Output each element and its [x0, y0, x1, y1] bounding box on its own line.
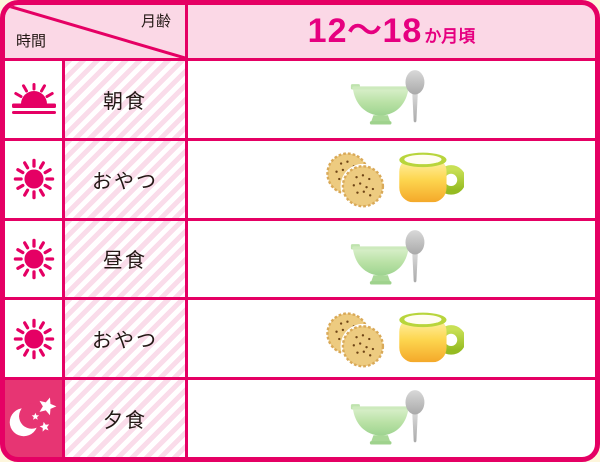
meal-label: おやつ	[92, 330, 158, 353]
meal-label: 朝食	[103, 90, 147, 113]
food-cell-snack-am	[188, 140, 595, 218]
time-cell-snack-am	[5, 140, 62, 218]
age-range-value: 12〜18	[307, 12, 423, 50]
age-axis-label: 月齢	[140, 13, 171, 30]
bowl-and-spoon-icon	[350, 230, 425, 285]
time-cell-breakfast	[5, 61, 62, 138]
meal-label: 夕食	[103, 410, 147, 433]
age-range-header: 12〜18 か月頃	[188, 5, 595, 58]
age-range-suffix: か月頃	[424, 27, 476, 46]
meal-label: 昼食	[103, 250, 147, 273]
cookies-and-mug-icon	[320, 149, 464, 209]
sun-icon	[13, 158, 54, 200]
meal-cell-dinner: 夕食	[65, 380, 185, 457]
meal-cell-snack-am: おやつ	[65, 140, 185, 218]
sun-icon	[13, 238, 54, 280]
food-cell-dinner	[188, 380, 595, 457]
meal-cell-breakfast: 朝食	[65, 61, 185, 138]
meal-cell-lunch: 昼食	[65, 220, 185, 298]
food-cell-breakfast	[188, 61, 595, 138]
time-axis-label: 時間	[16, 33, 47, 50]
cookies-and-mug-icon	[320, 309, 464, 369]
meal-cell-snack-pm: おやつ	[65, 300, 185, 378]
header-corner-cell: 月齢 時間	[5, 5, 185, 58]
bowl-and-spoon-icon	[350, 70, 425, 125]
time-cell-lunch	[5, 220, 62, 298]
sun-icon	[13, 318, 54, 360]
sunrise-icon	[10, 83, 57, 116]
meal-label: おやつ	[92, 170, 158, 193]
time-cell-snack-pm	[5, 300, 62, 378]
bowl-and-spoon-icon	[350, 389, 425, 445]
food-cell-lunch	[188, 220, 595, 298]
diagonal-divider	[5, 5, 185, 58]
food-cell-snack-pm	[188, 300, 595, 378]
time-cell-dinner	[5, 380, 62, 457]
moon-stars-icon	[6, 394, 62, 443]
